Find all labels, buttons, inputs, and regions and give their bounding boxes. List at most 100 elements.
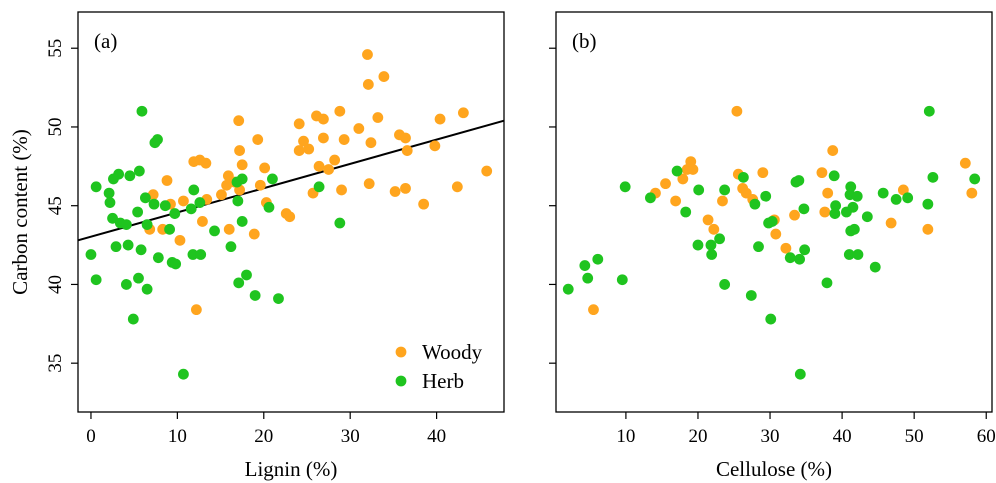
herb-point <box>90 274 102 286</box>
herb-point <box>104 197 116 208</box>
herb-point <box>737 171 749 183</box>
y-axis-title: Carbon content (%) <box>8 129 32 295</box>
herb-point <box>861 211 873 223</box>
x-tick-label: 20 <box>254 426 273 447</box>
herb-point <box>719 279 731 290</box>
woody-point <box>293 145 305 156</box>
herb-point <box>869 261 881 273</box>
panel-b: 10 20 30 40 50 60 (b) Cellulose (%) <box>549 11 996 481</box>
x-axis-title: Cellulose (%) <box>716 457 832 481</box>
panel-label: (b) <box>572 29 597 53</box>
herb-point <box>592 253 604 265</box>
woody-point <box>731 105 743 117</box>
herb-point <box>922 198 934 210</box>
herb-point <box>122 239 134 251</box>
woody-point <box>401 145 413 156</box>
x-tick-label: 60 <box>977 426 996 447</box>
herb-point <box>232 195 244 207</box>
herb-point <box>760 190 772 202</box>
herb-point <box>152 134 163 145</box>
woody-point <box>588 304 599 316</box>
herb-point <box>969 173 981 185</box>
herb-point <box>745 290 757 301</box>
herb-point <box>273 293 284 305</box>
x-tick-label: 40 <box>833 426 852 447</box>
herb-point <box>263 201 275 213</box>
herb-point <box>766 216 778 227</box>
woody-point <box>293 118 305 130</box>
woody-point <box>174 234 186 246</box>
y-tick-label: 35 <box>45 354 66 373</box>
woody-point <box>254 179 266 191</box>
herb-point <box>923 105 935 117</box>
panel-a: 0 10 20 30 40 35 40 45 50 55 (a) Lignin (%) Woody Her… <box>45 11 505 481</box>
herb-point <box>828 170 840 182</box>
herb-point <box>133 272 144 284</box>
woody-point <box>816 167 828 179</box>
herb-point <box>616 274 628 286</box>
woody-point <box>161 175 173 186</box>
woody-point <box>481 165 493 177</box>
plot-frame <box>77 11 505 413</box>
herb-point <box>209 225 220 237</box>
herb-point <box>107 212 118 224</box>
x-tick-label: 40 <box>427 426 446 447</box>
herb-point <box>799 244 811 256</box>
legend-label-herb: Herb <box>422 369 464 393</box>
herb-point <box>188 184 200 196</box>
herb-point <box>120 219 132 230</box>
y-tick-label: 55 <box>45 39 66 58</box>
woody-point <box>200 157 212 169</box>
herb-point <box>845 181 857 193</box>
woody-point <box>248 228 260 240</box>
fit-line <box>77 119 505 242</box>
herb-point <box>233 277 245 289</box>
herb-point <box>313 181 325 193</box>
x-tick-label: 30 <box>341 426 360 447</box>
woody-point <box>298 135 309 147</box>
herb-point <box>671 165 683 177</box>
herb-point <box>241 269 252 281</box>
woody-point <box>363 178 375 190</box>
herb-point <box>845 225 857 237</box>
woody-point <box>418 198 430 210</box>
herb-point <box>753 241 764 253</box>
woody-point <box>959 157 971 169</box>
woody-point <box>313 160 325 172</box>
herb-point <box>877 187 889 199</box>
y-tick-label: 40 <box>45 275 66 294</box>
herb-point <box>705 239 717 251</box>
herb-point <box>927 171 939 183</box>
woody-point <box>827 145 839 156</box>
herb-point <box>579 260 591 271</box>
woody-point <box>429 140 441 152</box>
series-herb <box>85 105 346 380</box>
herb-point <box>798 203 810 215</box>
woody-point <box>323 164 334 175</box>
woody-point <box>318 132 329 144</box>
herb-point <box>841 206 852 218</box>
herb-point <box>830 200 842 212</box>
woody-point <box>389 186 401 197</box>
herb-point <box>790 176 802 188</box>
herb-point <box>141 283 153 295</box>
herb-point <box>185 203 197 215</box>
legend: Woody Herb <box>395 340 483 393</box>
woody-point <box>400 182 411 194</box>
herb-point <box>794 253 805 265</box>
woody-point <box>770 228 782 240</box>
woody-point <box>236 159 248 171</box>
woody-point <box>966 187 978 199</box>
woody-point <box>353 123 365 134</box>
herb-point <box>784 252 796 264</box>
woody-point <box>922 223 934 235</box>
legend-marker-woody <box>395 346 407 358</box>
herb-point <box>169 208 181 219</box>
herb-point <box>103 187 115 199</box>
herb-point <box>132 206 144 218</box>
y-tick-label: 50 <box>45 117 66 136</box>
legend-label-woody: Woody <box>422 340 483 364</box>
herb-point <box>645 192 656 204</box>
woody-point <box>336 184 347 196</box>
herb-point <box>582 272 594 284</box>
